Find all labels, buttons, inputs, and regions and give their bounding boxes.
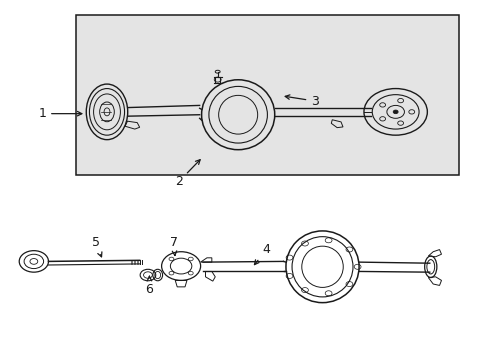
Text: 1: 1	[38, 107, 81, 120]
Text: 7: 7	[169, 236, 178, 256]
FancyBboxPatch shape	[76, 15, 458, 175]
Text: 4: 4	[254, 243, 270, 265]
Text: 3: 3	[285, 95, 319, 108]
Text: 2: 2	[174, 160, 200, 188]
Text: 6: 6	[145, 276, 153, 296]
Circle shape	[392, 110, 397, 114]
Text: 5: 5	[92, 236, 102, 257]
